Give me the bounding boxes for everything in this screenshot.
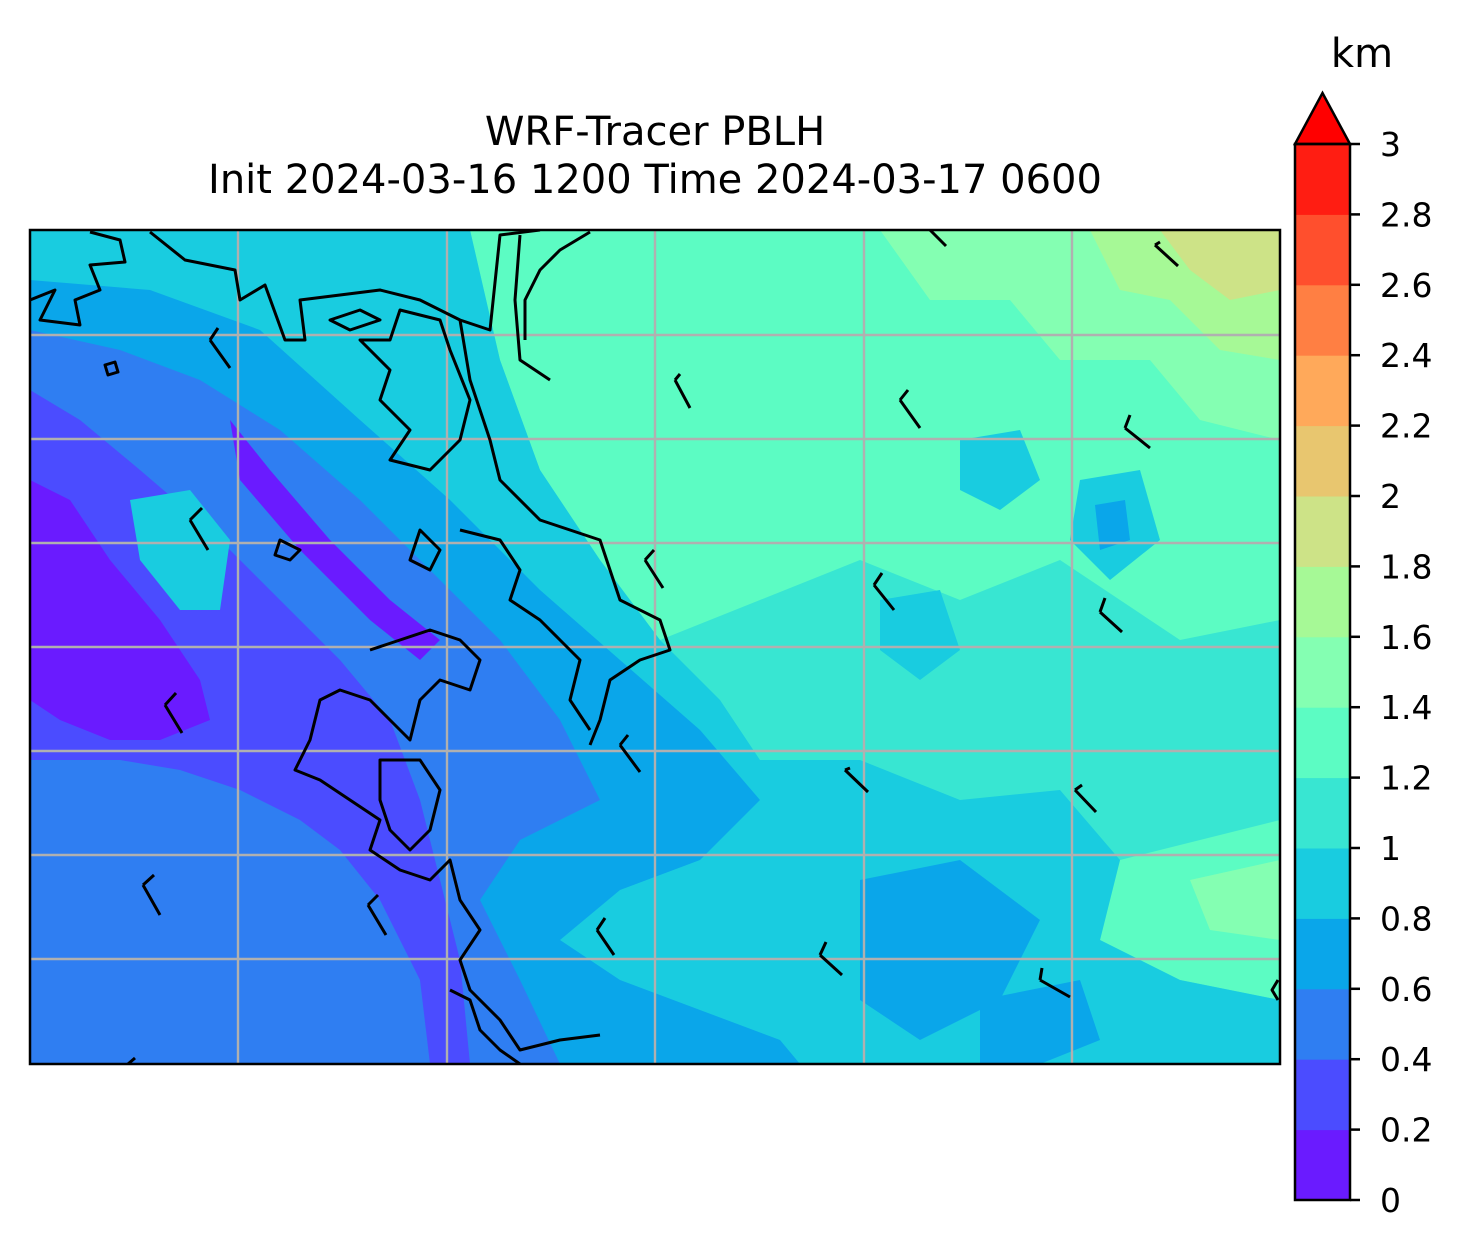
colorbar-band-2 <box>1295 988 1350 1060</box>
coastline-islands <box>293 628 601 1052</box>
colorbar-tick-label: 2.2 <box>1380 407 1432 446</box>
colorbar-band-8 <box>1295 566 1350 638</box>
contour-0.8-1.0-east-3 <box>880 590 960 680</box>
colorbar-band-9 <box>1295 496 1350 567</box>
colorbar-tick-label: 2 <box>1380 477 1401 516</box>
colorbar-tick-label: 2.6 <box>1380 266 1432 305</box>
colorbar-band-11 <box>1295 355 1350 427</box>
map-frame <box>28 228 1282 1066</box>
coastline-small-isle <box>103 360 120 377</box>
contour-0.6-0.8-east-2 <box>1095 500 1130 550</box>
colorbar-extend-arrow <box>1292 90 1353 146</box>
colorbar-band-0 <box>1295 1129 1350 1201</box>
colorbar-unit-label: km <box>1331 31 1393 77</box>
contour-1.2-1.4-east <box>1100 820 1280 1000</box>
coastline-inlets <box>328 308 472 472</box>
title-line-1: WRF-Tracer PBLH <box>484 109 826 155</box>
gridlines <box>30 230 1280 1064</box>
title-line-2: Init 2024-03-16 1200 Time 2024-03-17 060… <box>208 157 1102 203</box>
contour-0.6-0.8-south-east-2 <box>980 980 1100 1064</box>
colorbar-tick-label: 1.4 <box>1380 688 1432 727</box>
wind-barbs <box>127 230 1180 1064</box>
colorbar-band-12 <box>1295 284 1350 356</box>
colorbar-tick-label: 0.8 <box>1380 899 1432 938</box>
contour-0.6-0.8-south-east <box>860 860 1040 1040</box>
colorbar-frame <box>1293 142 1352 1202</box>
colorbar-band-4 <box>1295 848 1350 919</box>
coastline-south-spit <box>449 988 521 1064</box>
colorbar-tick-label: 1.6 <box>1380 618 1432 657</box>
colorbar-bands <box>1295 144 1350 1201</box>
coastline-channel <box>458 319 672 746</box>
contour-0.0-0.2-strip <box>230 420 440 660</box>
colorbar-band-10 <box>1295 425 1350 497</box>
chart-title: WRF-Tracer PBLH Init 2024-03-16 1200 Tim… <box>30 108 1280 204</box>
coastline-mid <box>273 528 592 731</box>
contour-1.4-1.6-se <box>1190 860 1280 940</box>
coastline-east-edge <box>1270 979 1280 1001</box>
colorbar-tick-label: 2.8 <box>1380 195 1432 234</box>
colorbar-tick-label: 0 <box>1380 1181 1401 1220</box>
colorbar-ticks: 0 0.2 0.4 0.6 0.8 1 1.2 1.4 1.6 1.8 2 2.2 2.4 2.6 2.8 3 <box>1350 125 1432 1220</box>
coastline-north <box>30 230 541 342</box>
colorbar: 0 0.2 0.4 0.6 0.8 1 1.2 1.4 1.6 1.8 2 2.2 2.4 2.6 2.8 3… <box>1292 31 1432 1220</box>
colorbar-tick-label: 1.2 <box>1380 759 1432 798</box>
coastline-fjord-1 <box>513 234 551 382</box>
map-panel <box>30 230 1280 1064</box>
colorbar-tick-label: 0.6 <box>1380 970 1432 1009</box>
colorbar-tick-label: 1 <box>1380 829 1401 868</box>
colorbar-band-5 <box>1295 777 1350 849</box>
coastline-fjord-2 <box>523 230 591 340</box>
colorbar-band-6 <box>1295 707 1350 779</box>
contour-0.8-1.0-west-island <box>130 490 230 610</box>
colorbar-band-3 <box>1295 918 1350 990</box>
colorbar-tick-label: 1.8 <box>1380 547 1432 586</box>
contour-0.8-1.0-east-1 <box>960 430 1040 510</box>
contour-1.8-2.0 <box>1160 230 1280 300</box>
coastlines <box>30 230 1280 1064</box>
colorbar-band-1 <box>1295 1059 1350 1131</box>
coastline-south-isle <box>378 758 442 852</box>
colorbar-tick-label: 3 <box>1380 125 1401 164</box>
colorbar-tick-label: 0.4 <box>1380 1040 1432 1079</box>
colorbar-band-13 <box>1295 214 1350 286</box>
colorbar-tick-label: 2.4 <box>1380 336 1432 375</box>
colorbar-band-14 <box>1295 144 1350 215</box>
colorbar-tick-label: 0.2 <box>1380 1111 1432 1150</box>
colorbar-band-7 <box>1295 636 1350 708</box>
contour-0.0-0.2-main <box>30 480 210 740</box>
